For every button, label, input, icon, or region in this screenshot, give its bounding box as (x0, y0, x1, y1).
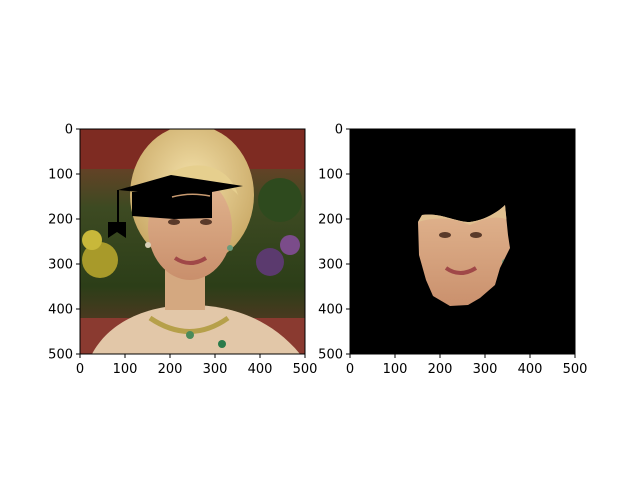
right-ytick-label: 400 (318, 303, 343, 318)
right-ytick-label: 0 (335, 123, 343, 138)
graduation-cap-overlay (108, 175, 243, 238)
right-xtick-label: 300 (473, 362, 498, 377)
right-ytick-label: 100 (318, 168, 343, 183)
right-ytick-label: 500 (318, 348, 343, 363)
right-xtick-label: 200 (428, 362, 453, 377)
left-ytick-label: 100 (48, 168, 73, 183)
right-xtick-label: 500 (563, 362, 588, 377)
left-axes-frame (79, 128, 306, 355)
left-xtick-label: 400 (248, 362, 273, 377)
left-xtick-label: 200 (158, 362, 183, 377)
left-ytick-label: 0 (65, 123, 73, 138)
left-xtick-label: 500 (293, 362, 318, 377)
left-ytick-label: 400 (48, 303, 73, 318)
left-ytick-label: 500 (48, 348, 73, 363)
segmented-face-image (350, 129, 575, 354)
portrait-photo (80, 129, 305, 354)
right-xtick-label: 100 (383, 362, 408, 377)
left-ytick-label: 200 (48, 213, 73, 228)
left-xtick-label: 300 (203, 362, 228, 377)
left-ytick-label: 300 (48, 258, 73, 273)
left-xtick-label: 100 (113, 362, 138, 377)
right-xtick-label: 400 (518, 362, 543, 377)
left-xtick-label: 0 (76, 362, 84, 377)
right-ytick-label: 200 (318, 213, 343, 228)
right-xtick-label: 0 (346, 362, 354, 377)
right-ytick-label: 300 (318, 258, 343, 273)
right-axes-frame (349, 128, 576, 355)
